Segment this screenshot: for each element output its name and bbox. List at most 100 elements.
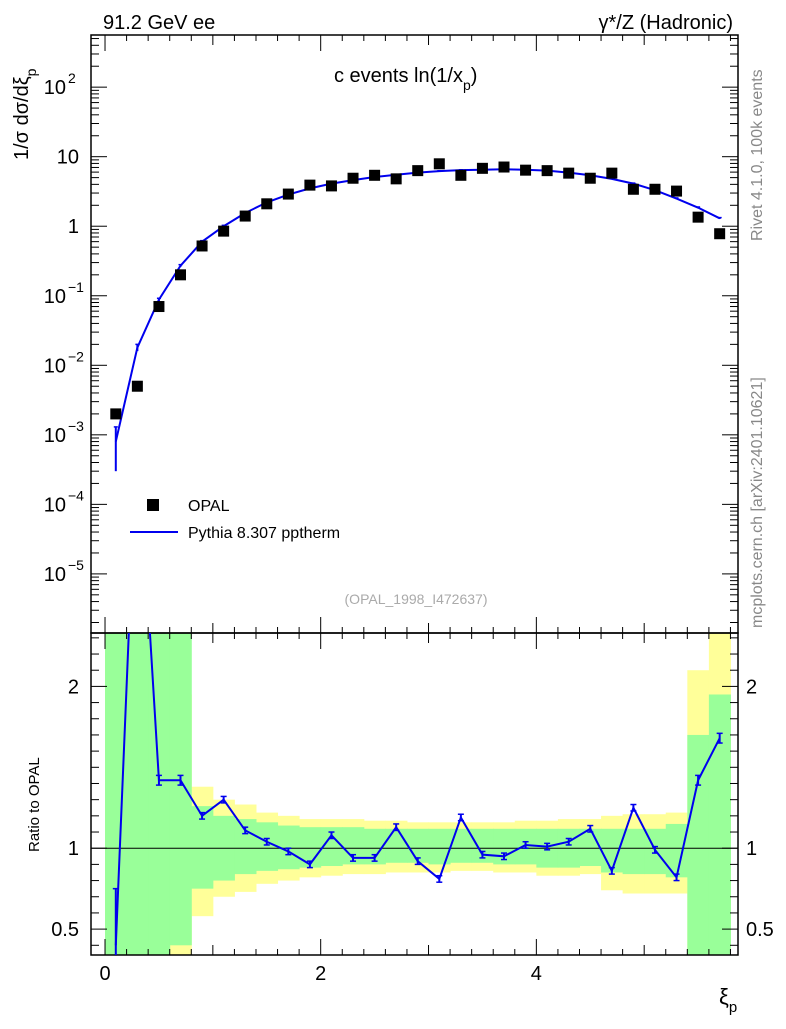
band-inner-7 — [255, 822, 279, 871]
data-point — [175, 269, 187, 281]
band-inner-27 — [687, 734, 710, 955]
side-text-mcplots: mcplots.cern.ch [arXiv:2401.10621] — [749, 377, 766, 628]
y-axis-label-main: 1/σ dσ/dξ — [11, 76, 33, 160]
y-tick-label-exponent: −2 — [68, 348, 84, 364]
band-inner-23 — [601, 828, 624, 873]
y-tick-label: 10 — [44, 77, 66, 99]
axis-ticks — [91, 35, 738, 955]
band-inner-1 — [126, 633, 149, 955]
data-point — [131, 380, 143, 392]
band-inner-13 — [385, 828, 408, 863]
band-inner-12 — [363, 828, 386, 865]
data-point — [282, 188, 294, 200]
plot-title-close: ) — [471, 65, 478, 87]
ratio-tick-label-left: 1 — [68, 838, 79, 860]
data-point — [369, 169, 381, 181]
data-point — [606, 167, 618, 179]
y-tick-label: 10 — [44, 355, 66, 377]
data-point — [498, 161, 510, 173]
data-point — [671, 185, 683, 197]
band-inner-0 — [105, 633, 128, 955]
y-tick-label: 10 — [44, 564, 66, 586]
ratio-tick-label-right: 1 — [746, 838, 757, 860]
x-axis-label: ξp — [719, 984, 737, 1016]
top-right-label: γ*/Z (Hadronic) — [599, 12, 733, 34]
band-inner-26 — [665, 823, 688, 878]
data-point — [455, 169, 467, 181]
band-inner-8 — [277, 825, 300, 870]
data-point — [649, 183, 661, 195]
data-series — [110, 158, 726, 420]
y-tick-label-exponent: −4 — [68, 487, 84, 503]
data-point — [520, 164, 532, 176]
ratio-uncertainty-bands — [105, 633, 731, 955]
y-axis-label: 1/σ dσ/dξp — [11, 68, 39, 160]
y-tick-label-exponent: −1 — [68, 279, 84, 295]
legend-opal-label: OPAL — [188, 498, 230, 515]
data-point — [261, 198, 273, 210]
main-plot-frame — [90, 34, 739, 634]
data-point — [239, 210, 251, 222]
data-point — [714, 228, 726, 240]
legend-opal-marker — [147, 499, 159, 511]
data-point — [390, 173, 402, 185]
data-point — [196, 240, 208, 252]
data-point — [433, 158, 445, 170]
ratio-axis-label: Ratio to OPAL — [26, 757, 43, 852]
x-axis-label-main: ξ — [719, 984, 729, 1009]
x-tick-label: 2 — [315, 963, 326, 985]
plot-title-main: c events ln(1/x — [334, 65, 463, 87]
band-inner-11 — [342, 827, 365, 865]
y-tick-label: 10 — [44, 494, 66, 516]
band-inner-10 — [320, 827, 343, 867]
top-left-label: 91.2 GeV ee — [103, 12, 215, 34]
y-tick-label: 1 — [68, 216, 79, 238]
band-inner-28 — [708, 694, 731, 955]
data-point — [584, 172, 596, 184]
band-inner-24 — [622, 828, 645, 875]
data-point — [563, 167, 575, 179]
y-tick-label-exponent: 2 — [68, 70, 76, 86]
mc-line — [114, 168, 721, 442]
data-point — [325, 180, 337, 192]
data-point — [476, 162, 488, 174]
band-inner-3 — [169, 633, 192, 946]
plot-title-sub: p — [463, 77, 471, 93]
plot-title: c events ln(1/xp) — [334, 65, 477, 93]
data-point — [412, 165, 424, 177]
y-tick-label-exponent: −3 — [68, 418, 84, 434]
ratio-tick-label-left: 0.5 — [51, 919, 79, 941]
x-tick-label: 4 — [531, 963, 542, 985]
band-inner-2 — [148, 633, 171, 955]
y-tick-label-exponent: −5 — [68, 557, 84, 573]
band-inner-16 — [450, 828, 473, 863]
band-inner-15 — [428, 828, 451, 865]
analysis-tag: (OPAL_1998_I472637) — [345, 591, 488, 607]
data-point — [347, 172, 359, 184]
x-axis-label-sub: p — [729, 999, 737, 1016]
data-point — [692, 211, 704, 223]
band-inner-4 — [191, 806, 214, 889]
ratio-plot-frame — [90, 632, 739, 956]
y-tick-label: 10 — [44, 286, 66, 308]
y-axis-label-sub: p — [23, 68, 39, 76]
mc-series — [113, 168, 722, 472]
data-point — [541, 165, 553, 177]
legend: OPAL Pythia 8.307 pptherm — [130, 498, 340, 542]
x-tick-label: 0 — [99, 963, 110, 985]
data-point — [627, 183, 639, 195]
data-point — [153, 301, 165, 313]
ratio-series — [112, 633, 723, 955]
data-point — [110, 408, 122, 420]
y-tick-label: 10 — [44, 425, 66, 447]
ratio-tick-label-right: 2 — [746, 676, 757, 698]
y-tick-label: 10 — [57, 147, 79, 169]
data-point — [218, 225, 230, 237]
ratio-tick-label-right: 0.5 — [746, 919, 774, 941]
side-text-rivet: Rivet 4.1.0, 100k events — [749, 69, 766, 241]
ratio-tick-label-left: 2 — [68, 676, 79, 698]
legend-pythia-label: Pythia 8.307 pptherm — [188, 525, 340, 542]
